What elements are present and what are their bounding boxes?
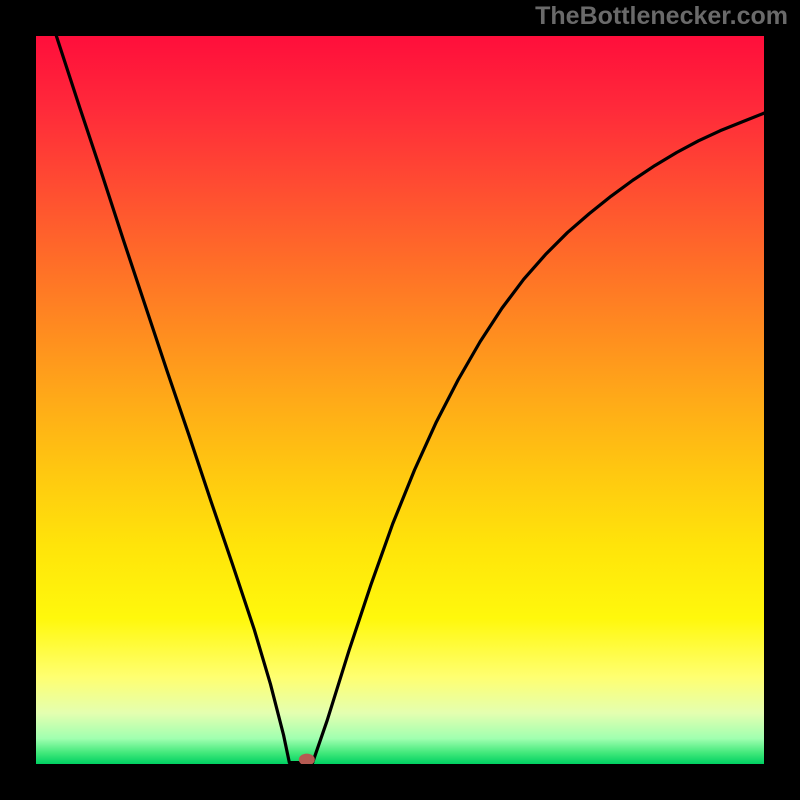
chart-container: TheBottlenecker.com	[0, 0, 800, 800]
watermark-text: TheBottlenecker.com	[535, 2, 788, 31]
chart-svg	[36, 36, 764, 764]
gradient-background	[36, 36, 764, 764]
plot-area	[36, 36, 764, 764]
